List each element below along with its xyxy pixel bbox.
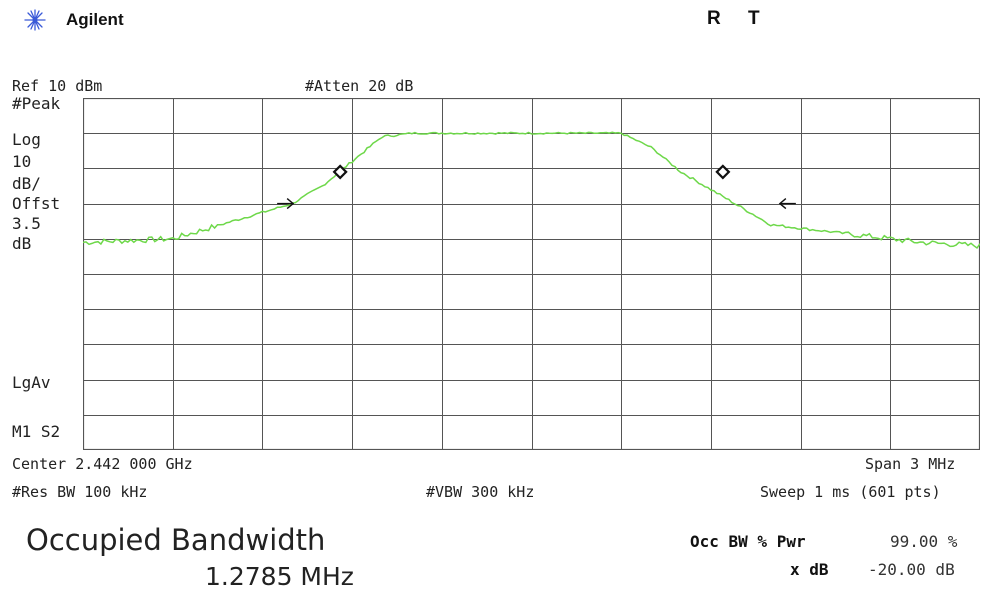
offset-value-label: 3.5 (12, 214, 41, 233)
marker-diamond-2 (715, 164, 731, 180)
brand-name: Agilent (66, 10, 124, 29)
trace-layer (83, 131, 980, 250)
agilent-spark-icon (24, 9, 46, 31)
x-db-label: x dB (790, 560, 829, 579)
marker-diamond-1 (332, 164, 348, 180)
status-r: R (707, 8, 721, 29)
offset-unit-label: dB (12, 234, 32, 253)
marker-mode-label: M1 S2 (12, 422, 61, 441)
status-t: T (748, 8, 760, 29)
status-indicators: R T (707, 8, 760, 30)
spectrum-trace (83, 131, 980, 250)
marker-layer (277, 164, 796, 210)
scale-value-label: 10 (12, 152, 32, 171)
obw-arrow-right (277, 198, 295, 210)
occ-bw-power-value: 99.00 % (890, 532, 958, 551)
obw-arrow-left (778, 198, 796, 210)
peak-label: #Peak (12, 94, 61, 113)
average-mode-label: LgAv (12, 373, 51, 392)
plot-grid (83, 98, 980, 450)
log-label: Log (12, 130, 41, 149)
measurement-title: Occupied Bandwidth (26, 523, 326, 557)
video-bandwidth-label: #VBW 300 kHz (426, 483, 535, 501)
ref-level-label: Ref 10 dBm (12, 77, 103, 95)
scale-unit-label: dB/ (12, 174, 41, 193)
resolution-bandwidth-label: #Res BW 100 kHz (12, 483, 148, 501)
offset-label: Offst (12, 194, 61, 213)
spectrum-plot (83, 98, 980, 450)
span-label: Span 3 MHz (865, 455, 956, 473)
occ-bw-power-label: Occ BW % Pwr (690, 532, 806, 551)
occupied-bandwidth-value: 1.2785 MHz (205, 562, 354, 591)
x-db-value: -20.00 dB (868, 560, 955, 579)
sweep-label: Sweep 1 ms (601 pts) (760, 483, 941, 501)
center-frequency-label: Center 2.442 000 GHz (12, 455, 193, 473)
attenuation-label: #Atten 20 dB (305, 77, 414, 95)
